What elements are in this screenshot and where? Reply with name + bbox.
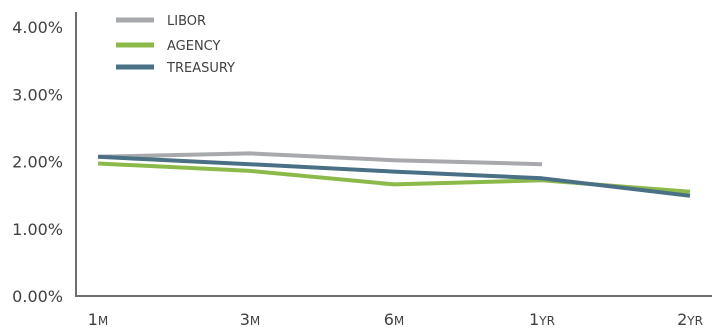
x-tick-label: 1YR — [529, 310, 555, 329]
x-tick-label: 6M — [384, 310, 405, 329]
x-tick-unit: M — [394, 314, 404, 328]
legend-label: LIBOR — [167, 14, 206, 29]
x-axis-ticks: 1M 3M 6M 1YR 2YR — [88, 310, 703, 329]
x-tick-number: 6 — [384, 310, 394, 329]
series-line-agency — [97, 161, 691, 194]
x-tick-number: 1 — [529, 310, 539, 329]
x-tick-label: 2YR — [677, 310, 703, 329]
x-tick-label: 3M — [240, 310, 261, 329]
y-tick-label: 0.00% — [12, 287, 63, 306]
x-tick-label: 1M — [88, 310, 109, 329]
x-tick-number: 2 — [677, 310, 687, 329]
legend-label: AGENCY — [167, 39, 221, 54]
y-tick-label: 4.00% — [12, 18, 63, 37]
x-tick-unit: M — [98, 314, 108, 328]
y-tick-label: 2.00% — [12, 153, 63, 172]
x-tick-unit: M — [250, 314, 260, 328]
x-tick-number: 1 — [88, 310, 98, 329]
series-line-libor — [97, 151, 543, 167]
legend: LIBOR AGENCY TREASURY — [116, 14, 235, 76]
series-layer — [97, 151, 691, 198]
x-tick-unit: YR — [686, 314, 703, 328]
y-tick-label: 1.00% — [12, 220, 63, 239]
x-tick-unit: YR — [538, 314, 555, 328]
series-line-treasury — [97, 154, 691, 198]
x-tick-number: 3 — [240, 310, 250, 329]
y-tick-label: 3.00% — [12, 85, 63, 104]
legend-label: TREASURY — [166, 61, 235, 76]
y-axis-ticks: 0.00% 1.00% 2.00% 3.00% 4.00% — [12, 18, 63, 306]
